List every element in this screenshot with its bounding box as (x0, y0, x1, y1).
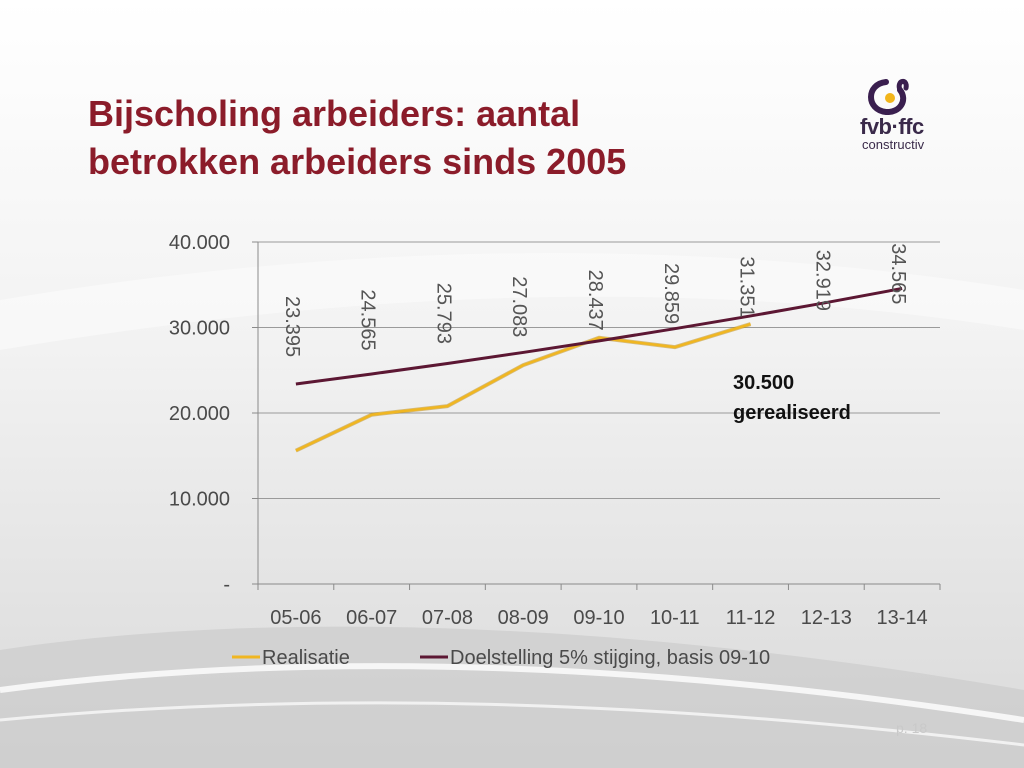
x-tick-label: 05-06 (270, 607, 321, 629)
x-tick-label: 12-13 (801, 607, 852, 629)
x-tick-label: 09-10 (573, 607, 624, 629)
legend-label: Realisatie (262, 647, 350, 669)
data-label: 31.351 (736, 256, 758, 317)
x-tick-label: 11-12 (726, 607, 776, 629)
data-label: 34.565 (887, 243, 909, 304)
x-tick-label: 06-07 (346, 607, 397, 629)
logo-name: fvb·ffc (860, 114, 924, 139)
y-tick-label: 10.000 (169, 489, 230, 511)
annotation-text: gerealiseerd (733, 402, 851, 424)
data-label: 32.919 (811, 250, 833, 311)
legend-label: Doelstelling 5% stijging, basis 09-10 (450, 647, 770, 669)
x-tick-label: 13-14 (877, 607, 928, 629)
logo-icon (868, 79, 909, 115)
data-label: 28.437 (584, 270, 606, 331)
y-tick-label: - (223, 574, 230, 596)
y-tick-label: 20.000 (169, 403, 230, 425)
x-tick-label: 10-11 (650, 607, 700, 629)
slide-title: Bijscholing arbeiders: aantal betrokken … (88, 90, 728, 186)
annotation-value: 30.500 (733, 372, 794, 394)
x-tick-label: 07-08 (422, 607, 473, 629)
data-label: 27.083 (508, 276, 530, 337)
data-label: 23.395 (281, 296, 303, 357)
logo-subtitle: constructiv (862, 137, 925, 152)
y-tick-label: 30.000 (169, 318, 230, 340)
slide-title-line-1: Bijscholing arbeiders: aantal (88, 93, 581, 134)
slide-title-line-2: betrokken arbeiders sinds 2005 (88, 141, 627, 182)
page-number: p. 18 (896, 720, 928, 736)
x-tick-label: 08-09 (498, 607, 549, 629)
y-tick-label: 40.000 (169, 232, 230, 254)
data-label: 24.565 (357, 289, 379, 350)
data-label: 25.793 (432, 283, 454, 344)
data-label: 29.859 (660, 263, 682, 324)
